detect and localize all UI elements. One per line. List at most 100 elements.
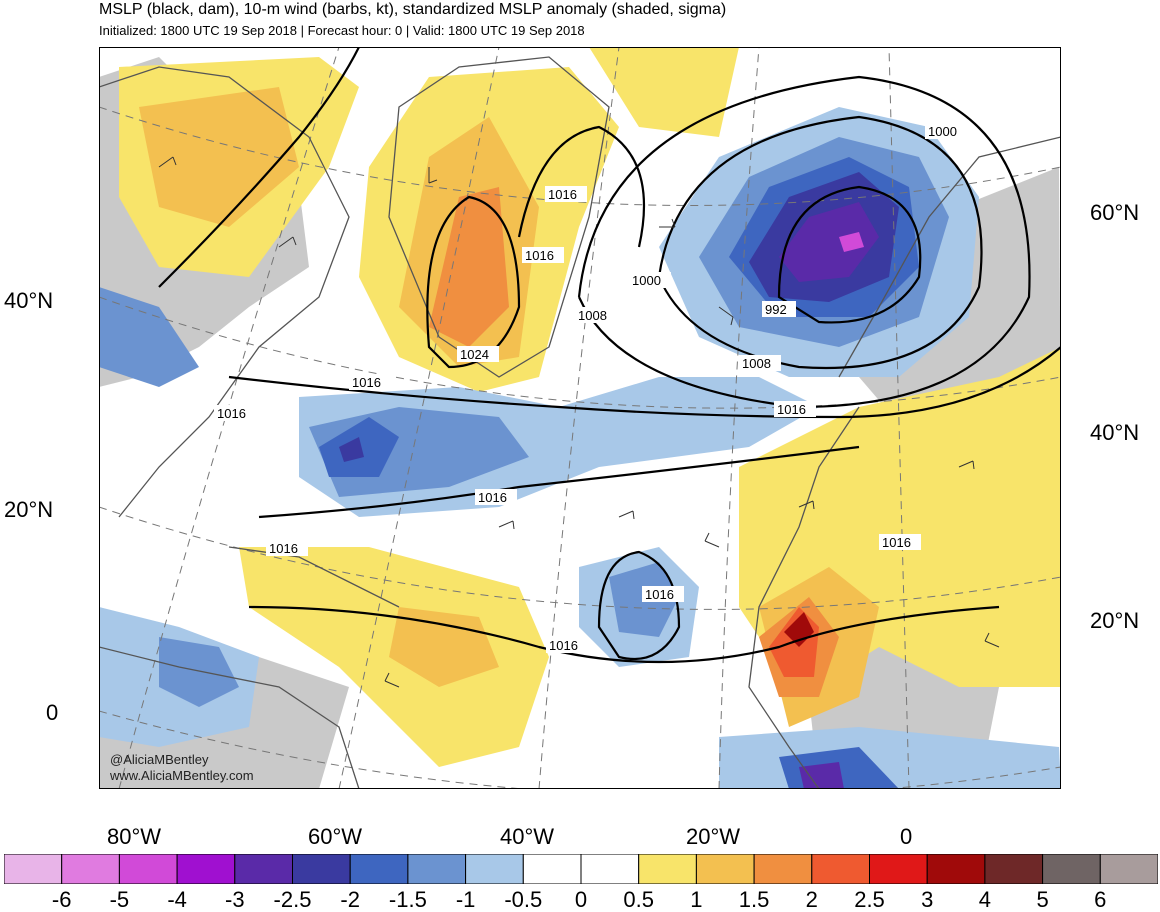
isobar-1016-north — [228, 346, 1061, 419]
isobar-label: 1016 — [269, 541, 298, 556]
graticule-lat-0 — [99, 710, 1061, 789]
isobar-label: 1016 — [352, 375, 381, 390]
colorbar-swatch — [4, 854, 63, 884]
anomaly-negative-south-peak — [799, 762, 844, 789]
colorbar-swatch — [234, 854, 294, 884]
isobar-label: 1016 — [478, 490, 507, 505]
graticule-lon-20w — [718, 47, 760, 789]
map-frame — [99, 47, 1061, 789]
colorbar-swatch — [811, 854, 870, 884]
colorbar-swatch — [869, 854, 928, 884]
lat-label-right: 40°N — [1090, 420, 1140, 445]
isobar-label: 992 — [765, 302, 787, 317]
coast-caribbean — [228, 546, 400, 608]
map-subtitle: Initialized: 1800 UTC 19 Sep 2018 | Fore… — [99, 23, 585, 38]
colorbar — [4, 854, 1158, 884]
graticule-lon-0 — [888, 47, 910, 789]
isobar-label: 1000 — [632, 273, 661, 288]
lon-label: 40°W — [500, 824, 555, 849]
isobar-1016-south — [248, 605, 1000, 664]
anomaly-positive-canada-core — [139, 87, 299, 227]
colorbar-label: 2.5 — [854, 887, 885, 912]
isobar-label: 1016 — [217, 406, 246, 421]
isobar-label: 1000 — [928, 124, 957, 139]
isobar-label: 1008 — [578, 308, 607, 323]
isobar-canada — [158, 47, 360, 288]
colorbar-label: -4 — [167, 887, 187, 912]
colorbar-label: 4 — [978, 887, 992, 912]
colorbar-label: -2.5 — [273, 887, 312, 912]
credit-handle: @AliciaMBentley — [110, 752, 209, 767]
colorbar-label: 1.5 — [738, 887, 770, 912]
colorbar-swatch — [580, 854, 640, 884]
isobar-label: 1016 — [645, 587, 674, 602]
anomaly-positive-greenland-core — [429, 187, 509, 347]
colorbar-swatch — [1042, 854, 1101, 884]
colorbar-swatch — [407, 854, 467, 884]
wind-barb — [278, 236, 297, 248]
colorbar-label: 6 — [1094, 887, 1107, 912]
coastlines — [99, 56, 1061, 789]
anomaly-negative-west — [99, 287, 199, 387]
colorbar-swatch — [1099, 854, 1158, 884]
graticule-lon-40w — [538, 47, 620, 789]
wind-barb — [618, 510, 635, 520]
colorbar-swatch — [522, 854, 582, 884]
isobar-label: 1016 — [525, 248, 554, 263]
colorbar-swatch — [176, 854, 236, 884]
isobar-1016-low — [597, 550, 681, 661]
colorbar-label: 3 — [921, 887, 934, 912]
colorbar-label: -6 — [51, 887, 72, 912]
isobar-1016-mid — [258, 445, 860, 519]
colorbar-swatch — [926, 854, 986, 884]
map-title: MSLP (black, dam), 10-m wind (barbs, kt)… — [99, 1, 727, 18]
isobar-label: 1016 — [548, 187, 577, 202]
coast-south-america — [99, 646, 360, 789]
isobar-labels: 1016 1016 1000 1000 992 1008 1008 1024 1… — [214, 123, 967, 653]
coast-greenland — [388, 56, 610, 378]
wind-barb — [384, 672, 400, 688]
anomaly-negative-iceland-core — [779, 202, 879, 282]
colorbar-swatch — [753, 854, 813, 884]
lon-label: 20°W — [686, 824, 741, 849]
isobar-1016-greenland — [517, 125, 646, 248]
colorbar-swatch — [984, 854, 1044, 884]
colorbar-swatch — [292, 854, 351, 884]
isobar-992 — [777, 185, 922, 324]
lat-label-left: 20°N — [4, 497, 54, 522]
lat-label-left: 40°N — [4, 288, 54, 313]
lon-label: 80°W — [107, 824, 162, 849]
colorbar-swatch — [638, 854, 697, 884]
colorbar-label: 5 — [1036, 887, 1049, 912]
colorbar-label: -0.5 — [504, 887, 543, 912]
graticule-lat-40n — [99, 296, 1061, 409]
colorbar-swatch — [61, 854, 120, 884]
coast-north-america — [99, 66, 350, 518]
colorbar-swatch — [465, 854, 524, 884]
wind-barb — [798, 500, 815, 510]
colorbar-label: -3 — [225, 887, 245, 912]
wind-barb — [428, 167, 438, 184]
coast-europe — [838, 136, 1061, 378]
wind-barb — [704, 532, 720, 548]
lat-label-right: 60°N — [1090, 200, 1140, 225]
colorbar-label: 1 — [690, 887, 703, 912]
anomaly-negative-ne-atlantic-core — [339, 437, 364, 462]
graticule-lon-60w — [338, 47, 500, 789]
wind-barb — [158, 156, 177, 168]
colorbar-label: -1 — [455, 887, 476, 912]
graticule — [99, 47, 1061, 789]
wind-barb — [984, 632, 1000, 648]
anomaly-positive-tropics-core — [389, 607, 499, 687]
wind-barbs — [158, 156, 1000, 688]
isobar-label: 1016 — [882, 535, 911, 550]
colorbar-label: 2 — [805, 887, 818, 912]
colorbar-label: -5 — [109, 887, 130, 912]
colorbar-label: -2 — [340, 887, 360, 912]
lon-label: 0 — [900, 824, 913, 849]
colorbar-swatch — [349, 854, 409, 884]
anomaly-map: 1016 1016 1000 1000 992 1008 1008 1024 1… — [99, 47, 1061, 789]
isobar-label: 1016 — [777, 402, 806, 417]
colorbar-label: 0.5 — [623, 887, 654, 912]
colorbar-label: -1.5 — [388, 887, 427, 912]
